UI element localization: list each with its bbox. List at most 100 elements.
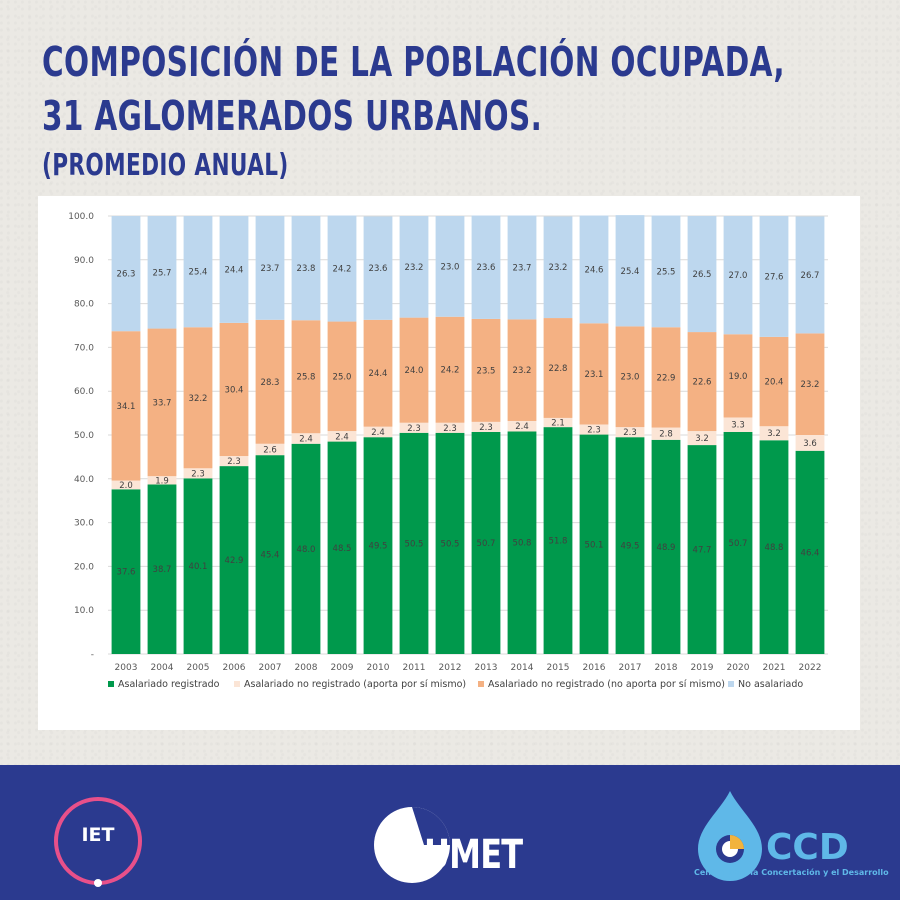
data-label: 23.6 bbox=[477, 263, 496, 273]
bar-segment bbox=[795, 216, 825, 334]
data-label: 2.3 bbox=[587, 426, 601, 436]
data-label: 3.2 bbox=[767, 429, 781, 439]
data-label: 26.5 bbox=[693, 270, 712, 280]
x-tick-label: 2008 bbox=[295, 663, 318, 673]
bar-segment bbox=[507, 420, 537, 432]
data-label: 1.9 bbox=[155, 476, 169, 486]
x-tick-label: 2020 bbox=[727, 663, 750, 673]
x-tick-label: 2012 bbox=[439, 663, 462, 673]
data-label: 37.6 bbox=[117, 568, 136, 578]
data-label: 23.1 bbox=[585, 370, 604, 380]
bar-segment bbox=[327, 441, 357, 654]
data-label: 50.5 bbox=[441, 539, 460, 549]
data-label: 2.3 bbox=[191, 469, 205, 479]
data-label: 51.8 bbox=[549, 537, 568, 547]
data-label: 26.7 bbox=[801, 271, 820, 281]
bar-segment bbox=[615, 215, 645, 327]
bar-segment bbox=[183, 478, 213, 654]
bar-segment bbox=[723, 431, 753, 654]
page-title-line1: COMPOSICIÓN DE LA POBLACIÓN OCUPADA, bbox=[42, 38, 785, 86]
bar-segment bbox=[255, 319, 285, 444]
footer-bar: IET UMET CCD Centro para la Concertación… bbox=[0, 765, 900, 900]
ccd-drop-logo-icon bbox=[698, 791, 762, 881]
data-label: 2.6 bbox=[263, 445, 277, 455]
x-tick-label: 2003 bbox=[115, 663, 138, 673]
data-label: 3.2 bbox=[695, 434, 709, 444]
data-label: 50.7 bbox=[729, 539, 748, 549]
legend-label: Asalariado registrado bbox=[118, 679, 220, 690]
x-tick-label: 2022 bbox=[799, 663, 822, 673]
bar-segment bbox=[579, 323, 609, 425]
x-tick-label: 2017 bbox=[619, 663, 642, 673]
data-label: 34.1 bbox=[117, 402, 136, 412]
data-label: 45.4 bbox=[261, 551, 280, 561]
bar-segment bbox=[363, 319, 393, 427]
data-label: 23.7 bbox=[261, 264, 280, 274]
bar-segment bbox=[183, 468, 213, 479]
bar-segment bbox=[543, 417, 573, 428]
x-tick-label: 2014 bbox=[511, 663, 534, 673]
bar-segment bbox=[435, 216, 465, 317]
bar-segment bbox=[651, 215, 681, 328]
data-label: 48.8 bbox=[765, 543, 784, 553]
data-label: 2.0 bbox=[119, 481, 133, 491]
bar-segment bbox=[147, 328, 177, 477]
bar-segment bbox=[363, 426, 393, 438]
bar-segment bbox=[579, 215, 609, 324]
page-title-line2: 31 AGLOMERADOS URBANOS. bbox=[42, 92, 543, 140]
y-tick-label: 20.0 bbox=[74, 562, 94, 572]
umet-logo-icon bbox=[374, 807, 450, 883]
x-tick-label: 2011 bbox=[403, 663, 426, 673]
bar-segment bbox=[255, 455, 285, 654]
bar-segment bbox=[651, 439, 681, 654]
bar-segment bbox=[111, 489, 141, 654]
bar-segment bbox=[507, 215, 537, 320]
bar-segment bbox=[399, 422, 429, 433]
bar-segment bbox=[291, 216, 321, 321]
data-label: 25.4 bbox=[189, 268, 208, 278]
data-label: 27.0 bbox=[729, 271, 748, 281]
x-tick-label: 2021 bbox=[763, 663, 786, 673]
data-label: 25.7 bbox=[153, 268, 172, 278]
x-tick-label: 2015 bbox=[547, 663, 570, 673]
bar-segment bbox=[111, 216, 141, 332]
data-label: 23.8 bbox=[297, 264, 316, 274]
data-label: 20.4 bbox=[765, 378, 784, 388]
bar-segment bbox=[795, 450, 825, 654]
bar-segment bbox=[327, 321, 357, 432]
bar-segment bbox=[723, 417, 753, 432]
data-label: 23.2 bbox=[513, 366, 532, 376]
bar-segment bbox=[723, 334, 753, 418]
legend-swatch bbox=[108, 681, 114, 687]
bar-segment bbox=[759, 426, 789, 441]
data-label: 2.4 bbox=[335, 432, 349, 442]
bar-segment bbox=[651, 327, 681, 428]
data-label: 2.4 bbox=[515, 422, 529, 432]
data-label: 40.1 bbox=[189, 562, 208, 572]
data-label: 22.9 bbox=[657, 373, 676, 383]
bar-segment bbox=[363, 216, 393, 320]
data-label: 28.3 bbox=[261, 378, 280, 388]
y-tick-label: 90.0 bbox=[74, 256, 94, 266]
bar-segment bbox=[147, 484, 177, 654]
stacked-bar-chart: - 10.0 20.0 30.0 40.0 50.0 60.0 70.0 80.0 90.0 100… bbox=[68, 212, 828, 690]
bar-segment bbox=[399, 216, 429, 318]
x-tick-label: 2010 bbox=[367, 663, 390, 673]
x-tick-label: 2004 bbox=[151, 663, 174, 673]
bar-segment bbox=[435, 422, 465, 433]
data-label: 23.2 bbox=[405, 263, 424, 273]
data-label: 2.3 bbox=[227, 457, 241, 467]
bar-segment bbox=[255, 443, 285, 456]
bar-segment bbox=[291, 433, 321, 444]
page-subtitle: (PROMEDIO ANUAL) bbox=[42, 148, 289, 183]
data-label: 3.6 bbox=[803, 439, 817, 449]
chart-card: - 10.0 20.0 30.0 40.0 50.0 60.0 70.0 80.0 90.0 100… bbox=[38, 196, 860, 730]
data-label: 2.3 bbox=[479, 423, 493, 433]
bar-segment bbox=[471, 431, 501, 654]
data-label: 2.4 bbox=[299, 435, 313, 445]
data-label: 46.4 bbox=[801, 548, 820, 558]
x-tick-label: 2018 bbox=[655, 663, 678, 673]
data-label: 47.7 bbox=[693, 546, 712, 556]
data-label: 48.0 bbox=[297, 545, 316, 555]
iet-logo-text: IET bbox=[81, 824, 115, 846]
